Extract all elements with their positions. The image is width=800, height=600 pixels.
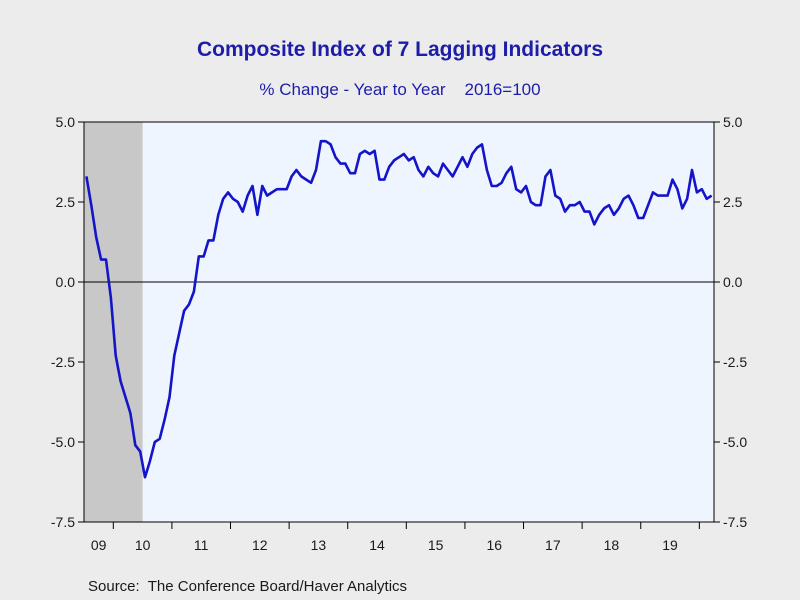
chart-subtitle: % Change - Year to Year 2016=100 (259, 80, 541, 99)
y-tick-label-left: 5.0 (56, 114, 76, 130)
y-tick-label-left: -5.0 (51, 434, 75, 450)
y-tick-label-right: 2.5 (723, 194, 743, 210)
y-tick-label-left: -2.5 (51, 354, 75, 370)
y-tick-label-left: -7.5 (51, 514, 75, 530)
plot-area (84, 122, 714, 522)
x-tick-label: 17 (545, 537, 561, 553)
x-tick-label: 18 (604, 537, 620, 553)
x-tick-label: 11 (194, 537, 209, 553)
y-tick-label-left: 2.5 (56, 194, 76, 210)
source-note: Source: The Conference Board/Haver Analy… (88, 578, 408, 595)
x-tick-label: 12 (252, 537, 268, 553)
y-tick-label-left: 0.0 (56, 274, 76, 290)
x-tick-label: 09 (91, 537, 107, 553)
y-tick-label-right: -5.0 (723, 434, 747, 450)
y-tick-label-right: -7.5 (723, 514, 747, 530)
series-line (85, 139, 713, 479)
y-tick-label-right: 5.0 (723, 114, 743, 130)
chart-title: Composite Index of 7 Lagging Indicators (196, 38, 604, 61)
x-tick-label: 13 (311, 537, 327, 553)
y-tick-label-right: -2.5 (723, 354, 747, 370)
x-tick-label: 10 (135, 537, 151, 553)
x-tick-label: 14 (369, 537, 385, 553)
x-tick-label: 19 (662, 537, 678, 553)
plot-frame (83, 121, 715, 523)
x-tick-label: 15 (428, 537, 444, 553)
x-tick-label: 16 (486, 537, 502, 553)
y-tick-label-right: 0.0 (723, 274, 743, 290)
